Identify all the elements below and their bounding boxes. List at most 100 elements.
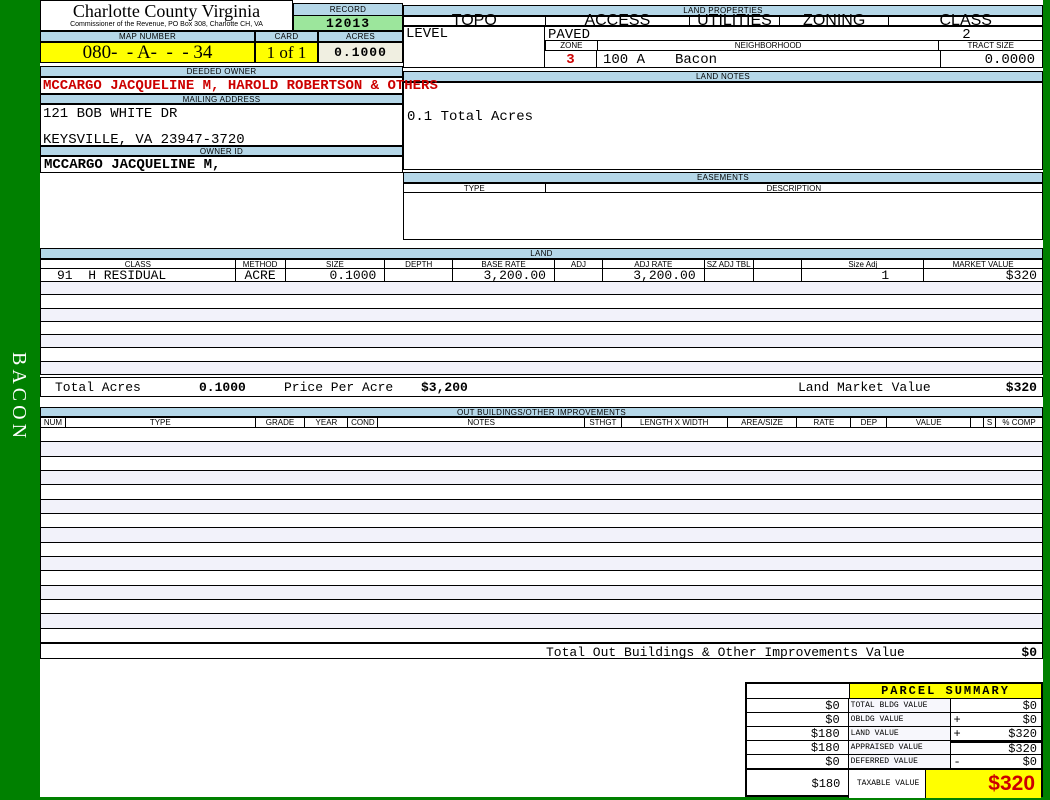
land-market-value-label: Land Market Value: [798, 380, 931, 395]
land-table-title: LAND: [40, 248, 1043, 259]
empty-row: [41, 571, 1042, 586]
out-buildings-header-cell: LENGTH X WIDTH: [622, 418, 728, 427]
out-buildings-header-cell: NOTES: [378, 418, 585, 427]
price-per-acre-value: $3,200: [421, 380, 468, 395]
land-table-cell: ACRE: [236, 268, 286, 283]
empty-row: [41, 528, 1042, 543]
summary-left-value: $0: [747, 755, 849, 769]
summary-operator: +: [953, 712, 961, 727]
easements-type-label: TYPE: [404, 184, 546, 193]
summary-row-label: DEFERRED VALUE: [848, 755, 952, 768]
land-properties-header-row: TOPO ACCESS UTILITIES ZONING CLASS: [403, 12, 1043, 29]
land-table-header-cell: [754, 260, 803, 268]
empty-row: [41, 485, 1042, 500]
map-number-value: 080- - A- - - 34: [40, 42, 255, 63]
summary-right-value: $0: [1022, 698, 1037, 713]
land-notes-text: 0.1 Total Acres: [407, 109, 534, 125]
out-buildings-header-cell: GRADE: [256, 418, 306, 427]
total-acres-value: 0.1000: [199, 380, 246, 395]
easements-header-row: TYPE DESCRIPTION: [403, 183, 1043, 193]
empty-row: [41, 628, 1042, 642]
out-buildings-header-cell: S: [984, 418, 997, 427]
land-properties-header-cell: ZONING: [780, 12, 890, 29]
deeded-owner-value: MCCARGO JACQUELINE M, HAROLD ROBERTSON &…: [40, 77, 438, 94]
out-buildings-header-cell: TYPE: [66, 418, 256, 427]
parcel-summary-rows: $0 TOTAL BLDG VALUE $0 $0 OBLDG VALUE + $0 $180…: [747, 698, 1041, 769]
land-table-header-cell: ADJ: [555, 260, 603, 269]
summary-operator: [951, 741, 964, 754]
land-table-cell: 3,200.00: [603, 268, 705, 283]
summary-row-label: LAND VALUE: [848, 727, 952, 740]
total-acres-label: Total Acres: [55, 380, 141, 395]
land-table-cell: [385, 269, 454, 281]
mailing-address-label: MAILING ADDRESS: [40, 94, 403, 104]
record-label: RECORD: [293, 3, 403, 16]
land-table-header-cell: SZ ADJ TBL: [705, 260, 754, 269]
empty-row: [41, 321, 1042, 336]
land-table-cell: [705, 269, 754, 281]
land-notes-title: LAND NOTES: [403, 71, 1043, 82]
acres-value: 0.1000: [318, 42, 403, 63]
land-properties-header-cell: UTILITIES: [690, 12, 780, 29]
empty-row: [41, 361, 1042, 374]
out-buildings-header-cell: [971, 418, 985, 427]
empty-row: [41, 513, 1042, 529]
tract-size-value: 0.0000: [940, 51, 1043, 68]
land-table-header-cell: Size Adj: [802, 260, 925, 269]
land-notes-box: 0.1 Total Acres: [403, 82, 1043, 170]
easements-box: [403, 193, 1043, 240]
county-subtitle: Commissioner of the Revenue, PO Box 308,…: [70, 21, 263, 28]
deeded-owner-label: DEEDED OWNER: [40, 66, 403, 77]
land-market-value: $320: [1005, 380, 1037, 395]
map-number-label: MAP NUMBER: [40, 31, 255, 42]
out-buildings-header-cell: AREA/SIZE: [728, 418, 798, 427]
empty-row: [41, 335, 1042, 349]
out-buildings-header-cell: VALUE: [887, 418, 972, 427]
empty-row: [41, 348, 1042, 362]
zone-value-row: 3 100 A Bacon 0.0000: [545, 51, 1043, 68]
land-table-header-cell: CLASS: [41, 260, 236, 269]
summary-right-value: $0: [1022, 712, 1037, 727]
parcel-summary: PARCEL SUMMARY $0 TOTAL BLDG VALUE $0 $0 OBL…: [745, 682, 1043, 798]
card-value: 1 of 1: [255, 42, 318, 63]
mailing-address-box: 121 BOB WHITE DR KEYSVILLE, VA 23947-372…: [40, 104, 403, 148]
out-buildings-header-cell: STHGT: [585, 418, 622, 427]
land-table-header-cell: METHOD: [236, 260, 286, 269]
tract-size-label: TRACT SIZE: [967, 41, 1014, 50]
land-table-header-cell: SIZE: [286, 260, 386, 269]
summary-left-value: $0: [747, 713, 849, 727]
summary-left-value: $0: [747, 699, 849, 713]
parcel-summary-row: $180 LAND VALUE + $320: [747, 726, 1041, 741]
land-table-header-cell: DEPTH: [385, 260, 454, 269]
county-header-box: Charlotte County Virginia Commissioner o…: [40, 0, 293, 31]
out-buildings-header-cell: YEAR: [305, 418, 349, 427]
land-table-cell: 3,200.00: [453, 268, 555, 283]
land-table-cell: [555, 269, 603, 281]
summary-left-value: $180: [747, 741, 849, 755]
empty-row: [41, 499, 1042, 514]
summary-right-value: $0: [1022, 754, 1037, 769]
land-table-data-row: 91 H RESIDUAL ACRE 0.1000 3,200.00 3,200.00 1…: [40, 268, 1043, 283]
mailing-address-line2: KEYSVILLE, VA 23947-3720: [43, 132, 245, 148]
land-table-empty-rows: [40, 282, 1043, 375]
out-buildings-header-cell: NUM: [41, 418, 66, 427]
land-table-header-cell: BASE RATE: [453, 260, 555, 269]
out-buildings-header-cell: COND: [348, 418, 379, 427]
land-table-header-row: CLASS METHOD SIZE DEPTH BASE RATE ADJ ADJ RATE…: [40, 259, 1043, 269]
neighborhood-code: 100 A: [603, 52, 646, 68]
land-totals-band: Total Acres 0.1000 Price Per Acre $3,200…: [40, 377, 1043, 397]
empty-row: [41, 542, 1042, 557]
out-buildings-title: OUT BUILDINGS/OTHER IMPROVEMENTS: [40, 407, 1043, 417]
summary-right-value: $320: [1008, 726, 1037, 741]
land-table-cell: [754, 269, 803, 281]
land-properties-header-cell: ACCESS: [546, 12, 691, 29]
land-properties-header-cell: TOPO: [404, 12, 546, 29]
topo-value-box: LEVEL: [403, 26, 545, 68]
summary-operator: +: [953, 726, 961, 741]
topo-value: LEVEL: [406, 26, 449, 42]
summary-operator: -: [953, 754, 961, 769]
empty-row: [41, 428, 1042, 443]
taxable-value-row: $180 TAXABLE VALUE $320: [747, 768, 1041, 798]
summary-left-value: $180: [747, 727, 849, 741]
